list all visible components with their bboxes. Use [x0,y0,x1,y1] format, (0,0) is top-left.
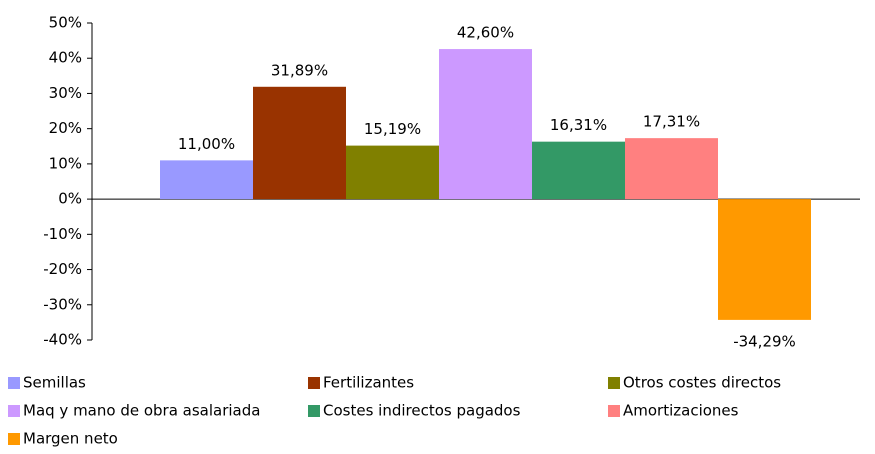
legend-swatch [8,405,20,417]
legend-label: Otros costes directos [623,374,781,392]
data-label: 11,00% [178,135,235,153]
data-label: 42,60% [457,24,514,42]
legend-swatch [308,377,320,389]
y-tick-label: 10% [49,154,82,172]
bar [532,141,625,200]
y-tick-label: -40% [43,331,82,349]
legend-label: Semillas [23,374,86,392]
legend-label: Maq y mano de obra asalariada [23,402,260,420]
legend-label: Margen neto [23,430,118,448]
legend-label: Fertilizantes [323,374,414,392]
y-tick-label: -30% [43,295,82,313]
y-tick-label: -10% [43,225,82,243]
y-tick-label: -20% [43,260,82,278]
legend-swatch [8,377,20,389]
bar [346,145,439,200]
bar [439,49,532,200]
bar [625,138,718,200]
bar [718,199,811,320]
y-tick-label: 0% [58,190,82,208]
data-label: 16,31% [550,116,607,134]
bar [160,160,253,200]
legend-label: Costes indirectos pagados [323,402,521,420]
data-label: 15,19% [364,120,421,138]
legend-swatch [608,405,620,417]
legend-swatch [608,377,620,389]
y-tick-label: 30% [49,84,82,102]
legend-swatch [8,433,20,445]
data-label: -34,29% [733,332,796,350]
bar [253,86,346,200]
y-tick-label: 40% [49,49,82,67]
legend-swatch [308,405,320,417]
y-tick-label: 50% [49,14,82,32]
legend-label: Amortizaciones [623,402,739,420]
y-tick-label: 20% [49,119,82,137]
data-label: 31,89% [271,61,328,79]
data-label: 17,31% [643,113,700,131]
